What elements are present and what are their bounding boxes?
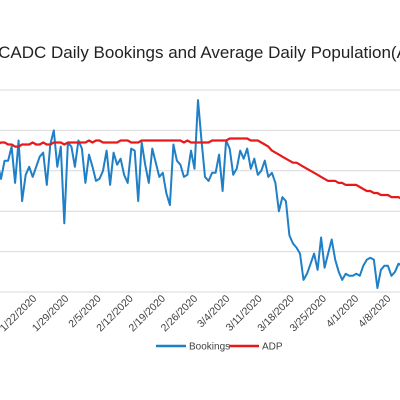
chart-title: PCADC Daily Bookings and Average Daily P…: [0, 43, 400, 62]
series-line-bookings: [0, 99, 400, 289]
series-line-adp: [0, 137, 400, 200]
x-tick-label: 4/8/2020: [356, 293, 393, 330]
legend-label-adp: ADP: [262, 342, 283, 353]
legend-label-bookings: Bookings: [189, 342, 230, 353]
series-layer: [0, 99, 400, 289]
x-tick-label: 4/1/2020: [324, 293, 361, 330]
x-axis-ticks: 1/22/20201/29/20202/5/20202/12/20202/19/…: [0, 293, 394, 335]
legend: Bookings ADP: [156, 342, 283, 353]
